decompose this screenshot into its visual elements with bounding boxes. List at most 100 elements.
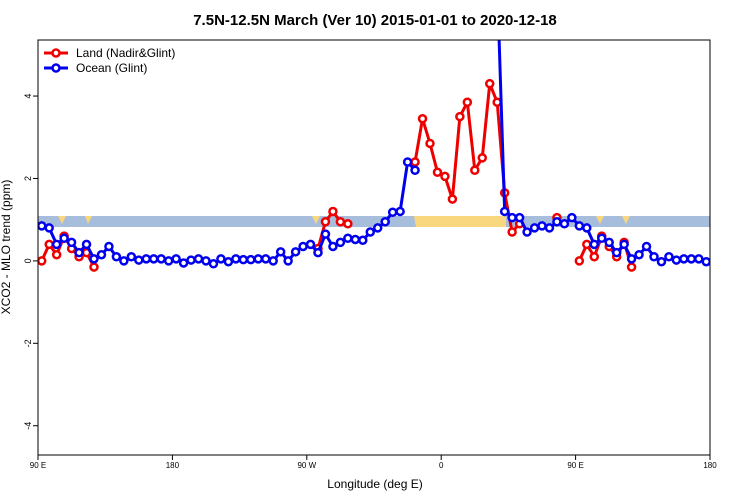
y-tick-label: 4 bbox=[23, 94, 33, 99]
y-tick-label: 0 bbox=[23, 258, 33, 263]
point bbox=[529, 223, 540, 233]
point bbox=[484, 78, 495, 89]
point bbox=[141, 254, 152, 264]
point bbox=[656, 256, 667, 267]
axes: 90 E 180 90 W 0 90 E 180 -4 -2 0 2 4 Land (Nadir&Gl… bbox=[23, 46, 717, 470]
point bbox=[604, 237, 614, 248]
point bbox=[313, 247, 323, 258]
point bbox=[447, 194, 458, 204]
point bbox=[178, 258, 189, 268]
point bbox=[305, 239, 316, 250]
point bbox=[171, 254, 181, 264]
point bbox=[186, 255, 196, 265]
point bbox=[119, 256, 129, 266]
y-tick-label: 2 bbox=[23, 176, 33, 181]
point bbox=[126, 252, 137, 262]
point bbox=[208, 259, 219, 269]
point bbox=[462, 97, 473, 107]
point bbox=[51, 239, 62, 250]
ocean-band bbox=[38, 216, 710, 227]
point bbox=[559, 219, 570, 229]
point bbox=[51, 249, 62, 260]
point bbox=[335, 237, 346, 248]
point bbox=[574, 221, 585, 231]
point bbox=[380, 216, 390, 227]
point bbox=[522, 227, 532, 237]
y-axis-label: XCO2 - MLO trend (ppm) bbox=[0, 180, 13, 315]
point bbox=[44, 239, 54, 250]
y-tick-label: -2 bbox=[23, 339, 33, 347]
point bbox=[38, 221, 47, 231]
x-axis-label: Longitude (deg E) bbox=[327, 477, 422, 491]
point bbox=[582, 223, 592, 233]
point bbox=[358, 235, 368, 246]
point bbox=[649, 252, 659, 262]
point bbox=[440, 171, 450, 182]
point bbox=[320, 216, 331, 227]
point bbox=[499, 206, 510, 217]
point bbox=[507, 212, 517, 223]
legend-marker bbox=[51, 48, 61, 58]
point bbox=[641, 241, 652, 252]
point bbox=[410, 165, 420, 175]
point bbox=[701, 256, 710, 267]
point bbox=[611, 247, 622, 258]
point bbox=[365, 227, 376, 237]
point bbox=[417, 113, 428, 124]
point bbox=[275, 247, 286, 257]
x-tick-label: 90 E bbox=[567, 461, 583, 470]
point bbox=[694, 254, 704, 264]
x-tick-label: 90 E bbox=[30, 461, 46, 470]
point bbox=[335, 216, 346, 227]
point bbox=[253, 254, 264, 264]
point bbox=[328, 206, 338, 217]
point bbox=[44, 223, 54, 233]
point bbox=[328, 241, 338, 252]
plot-frame bbox=[37, 39, 711, 456]
point bbox=[283, 256, 293, 266]
point bbox=[664, 252, 674, 262]
point bbox=[372, 223, 383, 233]
point bbox=[589, 239, 600, 250]
point bbox=[223, 256, 234, 267]
point bbox=[343, 219, 353, 229]
point bbox=[298, 241, 308, 252]
point bbox=[81, 239, 92, 250]
point bbox=[163, 256, 174, 266]
x-tick-label: 180 bbox=[166, 461, 180, 470]
point bbox=[104, 241, 114, 252]
point bbox=[626, 262, 637, 272]
point bbox=[470, 165, 480, 175]
x-tick-label: 180 bbox=[703, 461, 717, 470]
point bbox=[596, 233, 607, 243]
point bbox=[290, 247, 301, 257]
chart-title: 7.5N-12.5N March (Ver 10) 2015-01-01 to … bbox=[193, 12, 557, 29]
legend-label: Land (Nadir&Glint) bbox=[76, 46, 175, 60]
x-tick-label: 90 W bbox=[297, 461, 316, 470]
point bbox=[201, 256, 211, 266]
point bbox=[66, 237, 77, 248]
point bbox=[544, 223, 555, 233]
point bbox=[626, 254, 637, 264]
point bbox=[148, 254, 159, 264]
point bbox=[514, 212, 525, 223]
point bbox=[74, 247, 84, 258]
point bbox=[231, 254, 241, 264]
band bbox=[38, 216, 710, 227]
point bbox=[686, 254, 697, 264]
point bbox=[619, 239, 629, 250]
x-tick-label: 0 bbox=[439, 461, 444, 470]
point bbox=[193, 254, 204, 264]
point bbox=[402, 157, 413, 167]
point bbox=[216, 254, 226, 264]
y-tick-label: -4 bbox=[23, 422, 33, 430]
plot bbox=[38, 40, 710, 272]
point bbox=[246, 254, 256, 265]
point bbox=[387, 207, 398, 218]
point bbox=[320, 229, 331, 239]
point bbox=[432, 167, 443, 178]
point bbox=[671, 255, 682, 265]
point bbox=[537, 221, 547, 231]
